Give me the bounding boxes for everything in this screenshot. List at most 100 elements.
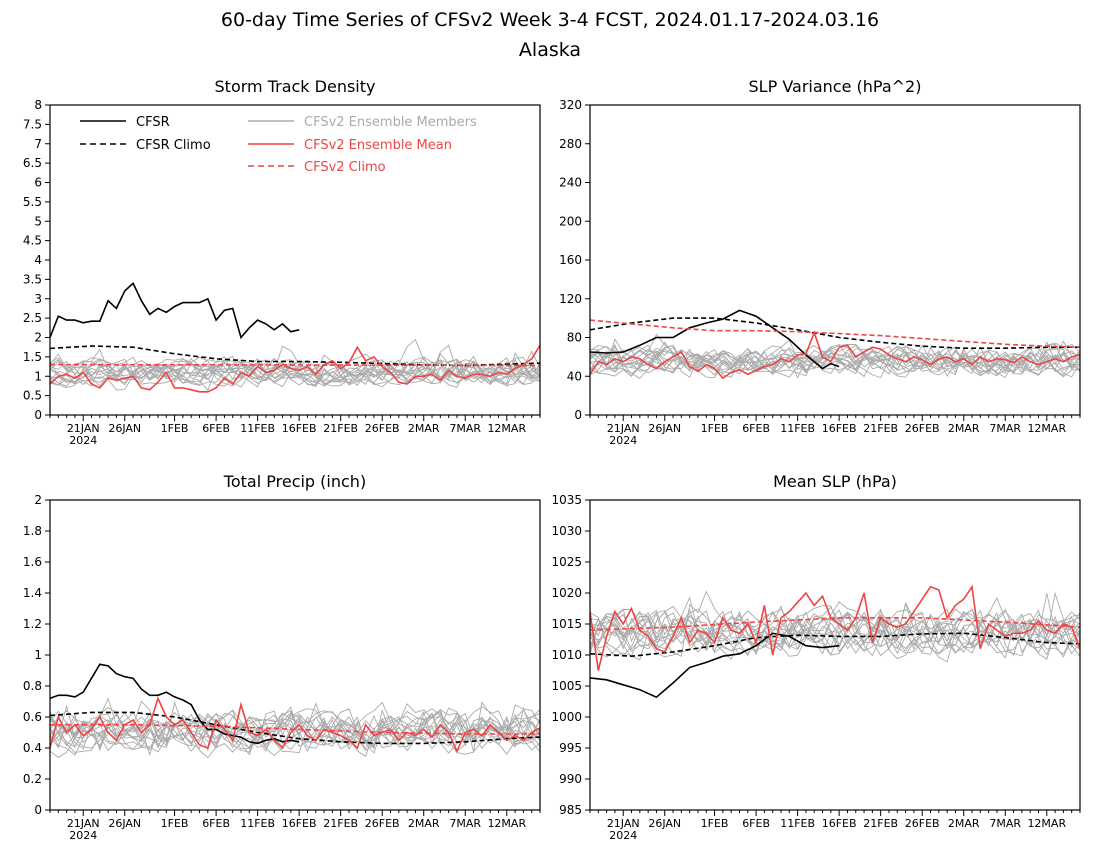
ensemble-member-line — [590, 591, 1080, 655]
panel-total-precip: Total Precip (inch) 0 0.2 0.4 0.6 0.8 1 1.2 1.4… — [23, 472, 541, 842]
y-tick-label: 2.5 — [23, 311, 42, 325]
series-line-cfsr-climo — [590, 317, 1080, 350]
plot-area: 0 0.5 1 1.5 2 2.5 3 3.5 4 4.5 5 5.5 6 6.5 7 7.5 8 21JAN 26… — [23, 98, 541, 447]
series-line-cfsv2-ensemble-mean — [50, 344, 540, 393]
x-tick-label: 12MAR — [487, 422, 526, 435]
x-tick-label: 21FEB — [863, 422, 898, 435]
y-tick-label: 1010 — [551, 648, 582, 662]
series-line-cfsv2-climo — [590, 616, 1080, 631]
figure-subtitle: Alaska — [519, 39, 581, 61]
y-tick-label: 0 — [34, 803, 42, 817]
legend: CFSR CFSR Climo CFSv2 Ensemble Members C… — [80, 115, 477, 175]
ensemble-member-line — [590, 596, 1080, 658]
plot-frame — [589, 104, 1081, 416]
series-line-cfsr-climo — [50, 711, 540, 745]
y-tick-label: 1 — [34, 369, 42, 383]
series-line-cfsr — [50, 281, 300, 340]
series-line-cfsr — [590, 632, 840, 699]
plot-frame — [49, 499, 541, 811]
y-tick-label: 200 — [559, 214, 582, 228]
legend-label-cfsr-climo: CFSR Climo — [136, 138, 211, 153]
ensemble-member-line — [50, 357, 540, 387]
panel-mean-slp: Mean SLP (hPa) 985 990 995 1000 1005 1010 1015… — [551, 472, 1081, 842]
y-tick-label: 0.2 — [23, 772, 42, 786]
legend-label-ensemble-members: CFSv2 Ensemble Members — [304, 115, 477, 130]
plot-lines — [50, 663, 540, 759]
y-tick-label: 7.5 — [23, 117, 42, 131]
x-tick-label: 21FEB — [323, 817, 358, 830]
x-year-label: 2024 — [609, 434, 637, 447]
y-tick-label: 5.5 — [23, 195, 42, 209]
ensemble-member-line — [590, 596, 1080, 655]
y-tick-label: 3 — [34, 292, 42, 306]
ensemble-member-line — [50, 356, 540, 384]
x-tick-label: 26FEB — [905, 422, 940, 435]
ensemble-member-line — [50, 356, 540, 386]
x-tick-label: 26JAN — [108, 422, 141, 435]
y-tick-label: 0 — [34, 408, 42, 422]
ensemble-member-line — [590, 344, 1080, 376]
x-tick-label: 12MAR — [487, 817, 526, 830]
y-tick-label: 0.8 — [23, 679, 42, 693]
y-tick-label: 1000 — [551, 710, 582, 724]
plot-lines — [590, 584, 1080, 699]
y-tick-label: 0.5 — [23, 389, 42, 403]
x-tick-label: 16FEB — [822, 422, 857, 435]
ensemble-member-line — [50, 360, 540, 387]
ensemble-member-line — [50, 708, 540, 751]
x-tick-label: 1FEB — [161, 817, 189, 830]
y-tick-label: 0.4 — [23, 741, 42, 755]
y-tick-label: 240 — [559, 176, 582, 190]
ensemble-member-line — [50, 709, 540, 754]
y-tick-label: 80 — [567, 331, 582, 345]
x-tick-label: 26FEB — [365, 422, 400, 435]
x-tick-label: 6FEB — [742, 817, 770, 830]
ensemble-member-line — [50, 344, 540, 391]
x-tick-label: 21FEB — [323, 422, 358, 435]
y-tick-label: 1.2 — [23, 617, 42, 631]
y-tick-label: 4 — [34, 253, 42, 267]
series-line-cfsv2-ensemble-mean — [50, 696, 540, 754]
x-tick-label: 21JAN — [607, 422, 640, 435]
y-tick-label: 2 — [34, 493, 42, 507]
y-tick-label: 0 — [574, 408, 582, 422]
x-tick-label: 6FEB — [202, 422, 230, 435]
x-tick-label: 11FEB — [780, 422, 815, 435]
x-tick-label: 11FEB — [780, 817, 815, 830]
plot-frame — [49, 104, 541, 416]
x-year-label: 2024 — [69, 434, 97, 447]
ensemble-member-line — [50, 704, 540, 757]
plot-area: 985 990 995 1000 1005 1010 1015 1020 1025 1030 103… — [551, 493, 1081, 842]
panel-title: Storm Track Density — [215, 77, 376, 96]
y-tick-label: 3.5 — [23, 272, 42, 286]
x-tick-label: 21JAN — [67, 817, 100, 830]
series-line-cfsv2-climo — [590, 319, 1080, 348]
ensemble-member-line — [590, 608, 1080, 661]
ensemble-member-line — [590, 601, 1080, 658]
plot-frame — [589, 499, 1081, 811]
x-tick-label: 7MAR — [449, 817, 481, 830]
plot-lines — [590, 309, 1080, 380]
y-tick-label: 6.5 — [23, 156, 42, 170]
y-tick-label: 1.8 — [23, 524, 42, 538]
ensemble-member-line — [590, 610, 1080, 650]
legend-label-cfsr: CFSR — [136, 115, 170, 130]
plot-area: 0 0.2 0.4 0.6 0.8 1 1.2 1.4 1.6 1.8 2 21JAN 26JAN 1FE… — [23, 493, 541, 842]
panel-slp-variance: SLP Variance (hPa^2) 0 40 80 120 160 200 240 28… — [559, 77, 1081, 447]
x-tick-label: 11FEB — [240, 817, 275, 830]
x-tick-label: 6FEB — [202, 817, 230, 830]
plot-area: 0 40 80 120 160 200 240 280 320 21JAN 26JAN 1FEB 6FE… — [559, 98, 1081, 447]
x-tick-label: 7MAR — [989, 422, 1021, 435]
y-tick-label: 1005 — [551, 679, 582, 693]
y-tick-label: 8 — [34, 98, 42, 112]
panel-title: SLP Variance (hPa^2) — [749, 77, 922, 96]
x-tick-label: 26JAN — [648, 817, 681, 830]
x-tick-label: 2MAR — [408, 422, 440, 435]
legend-label-cfsv2-climo: CFSv2 Climo — [304, 160, 386, 175]
y-tick-label: 1020 — [551, 586, 582, 600]
series-line-cfsr-climo — [50, 345, 540, 367]
x-tick-label: 7MAR — [449, 422, 481, 435]
x-tick-label: 2MAR — [948, 817, 980, 830]
x-tick-label: 1FEB — [701, 422, 729, 435]
y-tick-label: 1.6 — [23, 555, 42, 569]
